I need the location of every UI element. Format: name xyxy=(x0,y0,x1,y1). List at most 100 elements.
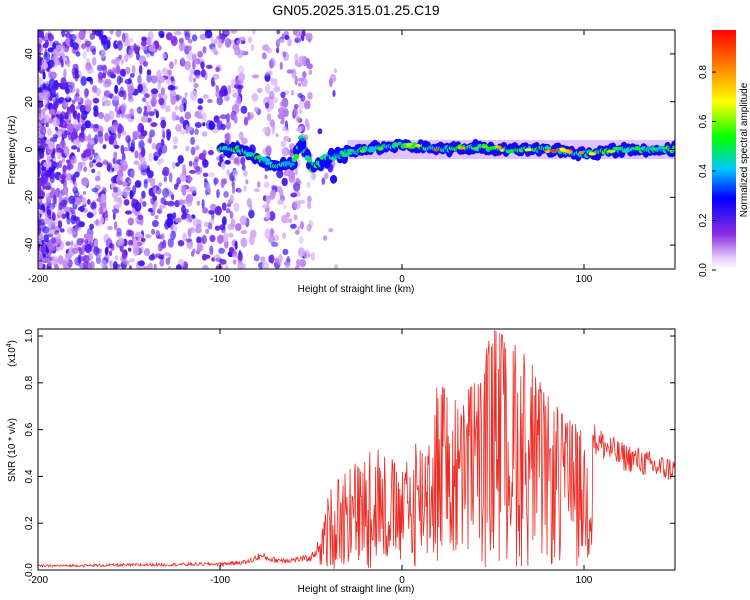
noise-blob xyxy=(216,189,220,199)
noise-blob xyxy=(212,127,219,134)
noise-blob xyxy=(262,44,270,52)
noise-blob xyxy=(126,260,130,266)
noise-blob xyxy=(283,204,287,210)
noise-blob xyxy=(55,232,60,241)
noise-blob xyxy=(80,76,87,86)
noise-blob xyxy=(38,112,41,120)
noise-blob xyxy=(221,225,226,234)
noise-blob xyxy=(116,75,122,86)
noise-blob xyxy=(193,82,199,89)
noise-blob xyxy=(208,172,216,178)
noise-blob xyxy=(296,115,301,123)
noise-blob xyxy=(234,83,242,89)
y-tick-label: 0.6 xyxy=(24,422,35,436)
ridge-peak xyxy=(341,153,349,157)
chart-title: GN05.2025.315.01.25.C19 xyxy=(272,2,440,18)
noise-blob xyxy=(134,201,142,212)
noise-blob xyxy=(43,234,49,243)
noise-blob xyxy=(232,169,238,177)
noise-blob xyxy=(132,185,137,195)
noise-blob xyxy=(112,212,116,220)
noise-blob xyxy=(64,264,69,269)
noise-blob xyxy=(75,73,80,79)
noise-blob xyxy=(127,217,134,226)
noise-blob xyxy=(75,105,81,110)
ridge-peak xyxy=(392,143,399,147)
noise-blob xyxy=(185,145,190,152)
noise-blob xyxy=(179,172,187,182)
noise-blob xyxy=(117,128,122,139)
noise-blob xyxy=(298,199,306,204)
noise-blob xyxy=(213,177,217,187)
ridge-peak xyxy=(414,144,421,148)
noise-blob xyxy=(140,147,146,158)
noise-blob xyxy=(293,181,301,192)
y-tick-label: 0.0 xyxy=(24,563,35,577)
noise-blob xyxy=(102,144,107,150)
y-tick-label: -20 xyxy=(24,190,35,205)
noise-blob xyxy=(229,194,234,202)
noise-blob xyxy=(218,247,226,254)
ridge-peak xyxy=(544,149,551,154)
noise-blob xyxy=(93,246,100,256)
noise-blob xyxy=(121,249,128,259)
snr-x-axis: -200 -100 0 100 xyxy=(28,329,593,586)
noise-blob xyxy=(96,162,103,168)
noise-blob xyxy=(44,83,51,91)
ridge-peak xyxy=(359,149,367,153)
colorbar: 0.0 0.2 0.4 0.6 0.8 Normalized spectral ampl… xyxy=(698,30,750,277)
noise-blob xyxy=(294,53,299,62)
noise-blob xyxy=(233,157,239,165)
noise-blob xyxy=(251,93,259,102)
noise-blob xyxy=(172,136,179,145)
noise-blob xyxy=(177,155,184,164)
noise-blob xyxy=(185,214,193,223)
noise-blob xyxy=(128,258,135,263)
noise-blob xyxy=(167,200,175,207)
noise-blob xyxy=(124,210,133,215)
noise-blob xyxy=(98,206,104,215)
noise-blob xyxy=(124,113,129,119)
noise-blob xyxy=(92,159,96,164)
noise-blob xyxy=(84,88,90,97)
colorbar-tick-label: 0.0 xyxy=(698,263,709,277)
noise-blob xyxy=(128,179,132,184)
noise-blob xyxy=(248,209,255,219)
noise-blob xyxy=(102,65,108,76)
noise-blob xyxy=(302,71,307,79)
noise-blob xyxy=(248,36,252,44)
noise-blob xyxy=(304,100,311,110)
noise-blob xyxy=(152,220,159,228)
y-tick-label: -40 xyxy=(24,237,35,252)
noise-blob xyxy=(215,265,223,269)
noise-blob xyxy=(108,71,115,76)
noise-blob xyxy=(298,236,304,245)
noise-blob xyxy=(217,234,224,244)
spectrogram-ridge xyxy=(216,135,675,173)
noise-blob xyxy=(112,68,120,73)
noise-blob xyxy=(162,187,170,198)
noise-blob xyxy=(195,166,201,172)
noise-blob xyxy=(187,228,192,238)
noise-blob xyxy=(54,264,60,269)
noise-blob xyxy=(281,214,288,223)
noise-blob xyxy=(289,152,294,159)
snr-series-line xyxy=(38,330,675,569)
noise-blob xyxy=(206,64,213,69)
noise-blob xyxy=(57,255,64,265)
noise-blob xyxy=(92,97,100,104)
noise-blob xyxy=(112,157,116,165)
noise-blob xyxy=(38,225,41,236)
noise-blob xyxy=(60,82,67,89)
noise-blob xyxy=(91,187,99,193)
noise-blob xyxy=(48,78,56,88)
noise-blob xyxy=(201,131,208,137)
noise-blob xyxy=(66,216,71,225)
noise-blob xyxy=(140,40,147,47)
noise-blob xyxy=(264,228,271,239)
noise-blob xyxy=(136,52,141,61)
noise-blob xyxy=(87,133,92,141)
noise-blob xyxy=(273,78,278,87)
noise-blob xyxy=(297,247,305,258)
noise-blob xyxy=(72,111,77,117)
